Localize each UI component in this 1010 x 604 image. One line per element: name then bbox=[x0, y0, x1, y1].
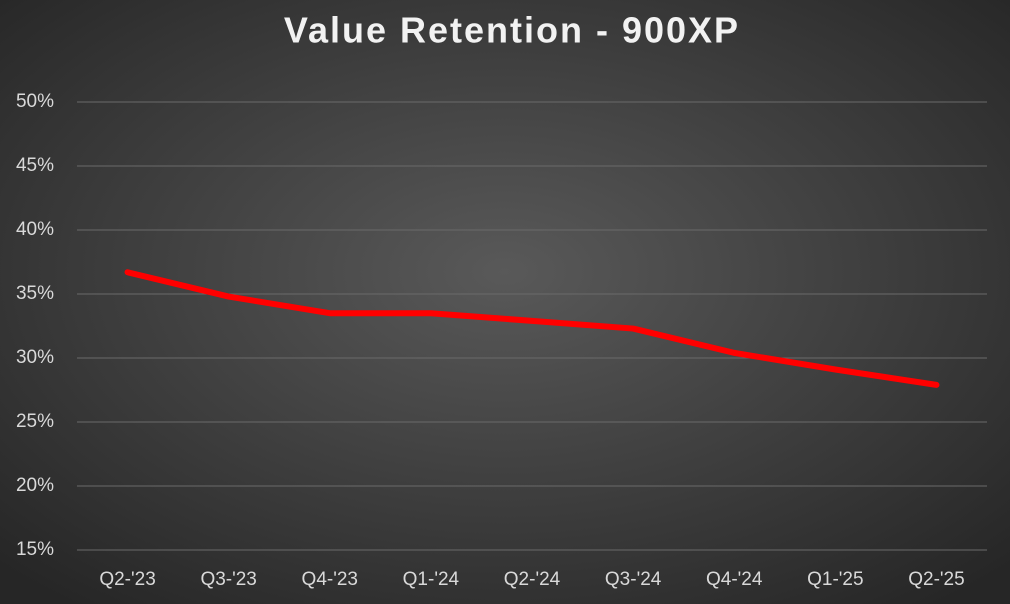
x-tick-label: Q4-'24 bbox=[706, 569, 763, 590]
x-tick-label: Q1-'24 bbox=[403, 569, 460, 590]
y-tick-label: 25% bbox=[16, 411, 54, 432]
y-tick-label: 20% bbox=[16, 475, 54, 496]
y-tick-label: 45% bbox=[16, 155, 54, 176]
y-tick-label: 35% bbox=[16, 283, 54, 304]
y-tick-label: 50% bbox=[16, 91, 54, 112]
y-tick-label: 15% bbox=[16, 539, 54, 560]
x-tick-label: Q2-'24 bbox=[504, 569, 561, 590]
chart-title: Value Retention - 900XP bbox=[284, 10, 740, 51]
x-tick-label: Q3-'23 bbox=[200, 569, 256, 590]
data-line bbox=[124, 269, 940, 388]
y-tick-label: 40% bbox=[16, 219, 54, 240]
x-tick-label: Q3-'24 bbox=[605, 569, 662, 590]
x-tick-label: Q1-'25 bbox=[807, 569, 863, 590]
x-tick-label: Q2-'23 bbox=[99, 569, 155, 590]
y-tick-label: 30% bbox=[16, 347, 54, 368]
x-tick-label: Q4-'23 bbox=[302, 569, 358, 590]
x-tick-label: Q2-'25 bbox=[908, 569, 964, 590]
